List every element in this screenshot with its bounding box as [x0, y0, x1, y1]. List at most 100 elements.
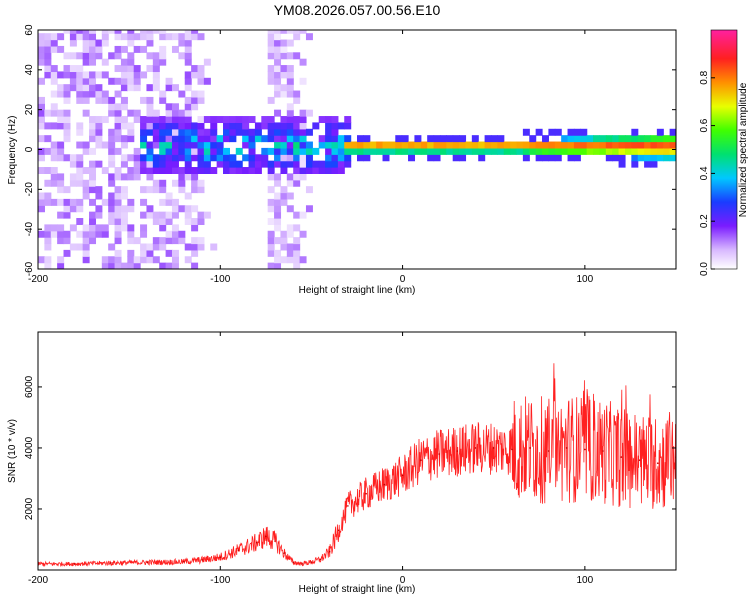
heatmap-cell	[325, 147, 333, 155]
heatmap-cell	[305, 167, 313, 174]
heatmap-cell	[120, 58, 128, 66]
heatmap-cell	[165, 116, 173, 124]
heatmap-cell	[140, 211, 148, 219]
heatmap-cell	[286, 256, 294, 264]
bottom-y-axis-label: SNR (10 * v/v)	[7, 419, 18, 483]
heatmap-cell	[248, 160, 256, 168]
heatmap-cell	[280, 65, 288, 73]
heatmap-cell	[274, 39, 282, 47]
heatmap-cell	[159, 198, 167, 206]
heatmap-cell	[261, 154, 269, 162]
heatmap-cell	[191, 30, 199, 34]
snr-data-point	[383, 483, 386, 486]
heatmap-cell	[120, 84, 128, 92]
heatmap-cell	[644, 135, 652, 143]
heatmap-cell	[305, 128, 313, 136]
heatmap-cell	[76, 243, 84, 251]
heatmap-cell	[159, 237, 167, 245]
heatmap-cell	[44, 52, 52, 60]
heatmap-cell	[280, 45, 288, 53]
heatmap-cell	[631, 154, 639, 162]
heatmap-cell	[108, 52, 116, 60]
snr-frame	[37, 331, 677, 571]
heatmap-cell	[120, 262, 128, 269]
heatmap-cell	[197, 33, 205, 41]
heatmap-cell	[229, 128, 237, 136]
heatmap-cell	[331, 160, 339, 168]
heatmap-cell	[293, 52, 301, 60]
heatmap-cell	[159, 262, 167, 269]
heatmap-cell	[140, 96, 148, 104]
heatmap-cell	[554, 128, 562, 136]
snr-data-point	[347, 505, 349, 507]
heatmap-cell	[146, 211, 154, 219]
heatmap-cell	[57, 154, 65, 162]
heatmap-cell	[76, 179, 84, 187]
heatmap-cell	[484, 135, 492, 143]
heatmap-cell	[57, 262, 65, 269]
heatmap-cell	[478, 154, 486, 162]
heatmap-cell	[656, 141, 664, 149]
heatmap-cell	[261, 116, 269, 124]
heatmap-cell	[101, 262, 109, 269]
heatmap-cell	[152, 58, 160, 66]
heatmap-cell	[108, 147, 116, 155]
heatmap-cell	[286, 192, 294, 200]
heatmap-cell	[261, 122, 269, 130]
heatmap-cell	[120, 116, 128, 124]
colorbar-tick-label: 0.0	[699, 262, 710, 276]
heatmap-cell	[50, 65, 58, 73]
heatmap-cell	[101, 71, 109, 79]
heatmap-cell	[197, 96, 205, 104]
heatmap-cell	[191, 218, 199, 225]
heatmap-cell	[165, 122, 173, 130]
heatmap-cell	[248, 141, 256, 149]
heatmap-cell	[210, 243, 218, 251]
heatmap-cell	[171, 147, 179, 155]
heatmap-cell	[89, 160, 97, 168]
heatmap-cell	[178, 135, 186, 143]
snr-data-point	[547, 450, 550, 452]
heatmap-cell	[433, 147, 441, 155]
heatmap-cell	[38, 116, 45, 124]
heatmap-cell	[152, 135, 160, 143]
heatmap-cell	[586, 147, 594, 155]
heatmap-cell	[165, 135, 173, 143]
heatmap-cell	[286, 109, 294, 117]
heatmap-cell	[274, 45, 282, 53]
heatmap-cell	[286, 65, 294, 73]
heatmap-cell	[669, 135, 676, 143]
heatmap-cell	[580, 147, 588, 155]
heatmap-cell	[101, 33, 109, 41]
heatmap-cell	[274, 198, 282, 206]
heatmap-cell	[89, 45, 97, 53]
heatmap-cell	[63, 186, 71, 194]
heatmap-cell	[69, 160, 77, 168]
heatmap-cell	[114, 103, 122, 111]
heatmap-cell	[184, 122, 192, 130]
heatmap-cell	[69, 84, 77, 92]
heatmap-cell	[197, 167, 205, 174]
heatmap-cell	[178, 141, 186, 149]
heatmap-cell	[57, 147, 65, 155]
heatmap-cell	[127, 205, 135, 213]
heatmap-cell	[274, 65, 282, 73]
heatmap-cell	[191, 167, 199, 174]
heatmap-cell	[203, 167, 211, 174]
heatmap-cell	[82, 230, 90, 238]
heatmap-cell	[171, 237, 179, 245]
heatmap-cell	[274, 147, 282, 155]
heatmap-cell	[573, 141, 581, 149]
heatmap-cell	[293, 256, 301, 264]
heatmap-cell	[50, 39, 58, 47]
heatmap-cell	[82, 192, 90, 200]
heatmap-cell	[656, 135, 664, 143]
heatmap-cell	[401, 147, 409, 155]
heatmap-cell	[427, 141, 435, 149]
heatmap-cell	[191, 135, 199, 143]
heatmap-cell	[69, 30, 77, 34]
heatmap-cell	[286, 135, 294, 143]
heatmap-cell	[171, 224, 179, 232]
heatmap-cell	[274, 109, 282, 117]
heatmap-cell	[146, 147, 154, 155]
